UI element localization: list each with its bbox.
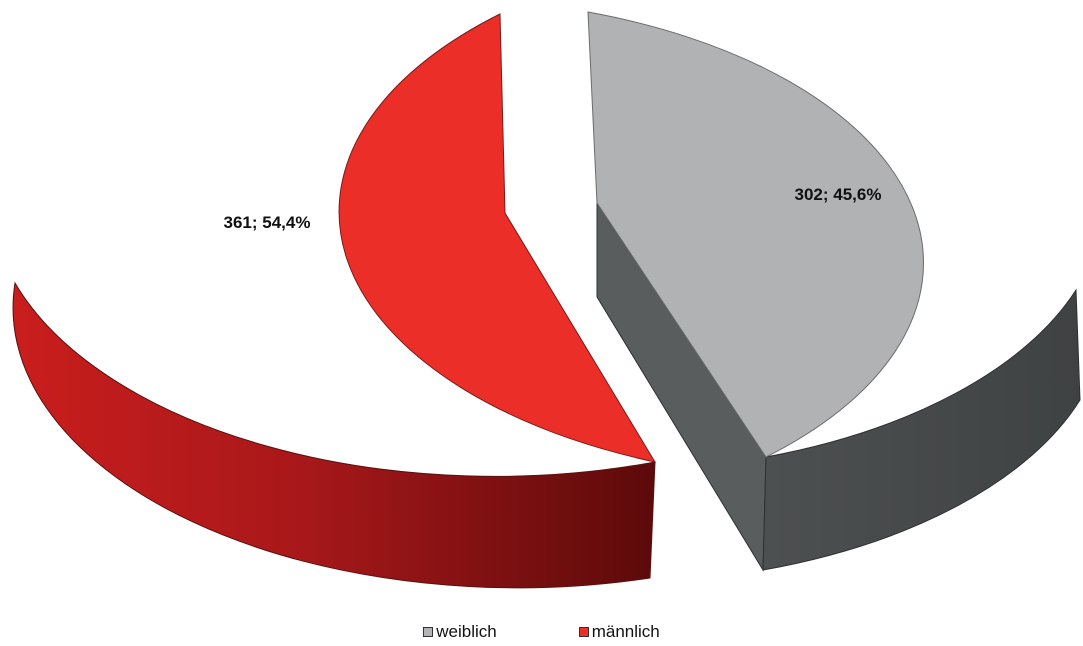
slice-maennlich: 361; 54,4% [12, 13, 657, 589]
slice-maennlich-top [338, 13, 657, 463]
legend: weiblich männlich [0, 622, 1083, 642]
slice-maennlich-side [12, 281, 656, 589]
legend-swatch-weiblich [423, 627, 434, 637]
slice-weiblich-top [587, 11, 924, 458]
slice-label-weiblich: 302; 45,6% [795, 185, 882, 204]
legend-label-maennlich: männlich [591, 622, 660, 641]
slice-weiblich: 302; 45,6% [587, 11, 1081, 572]
legend-label-weiblich: weiblich [436, 622, 497, 641]
legend-item-weiblich: weiblich [423, 622, 497, 642]
legend-item-maennlich: männlich [578, 622, 660, 642]
legend-swatch-maennlich [578, 627, 589, 637]
slice-label-maennlich: 361; 54,4% [224, 213, 311, 232]
slice-weiblich-side [762, 288, 1081, 571]
